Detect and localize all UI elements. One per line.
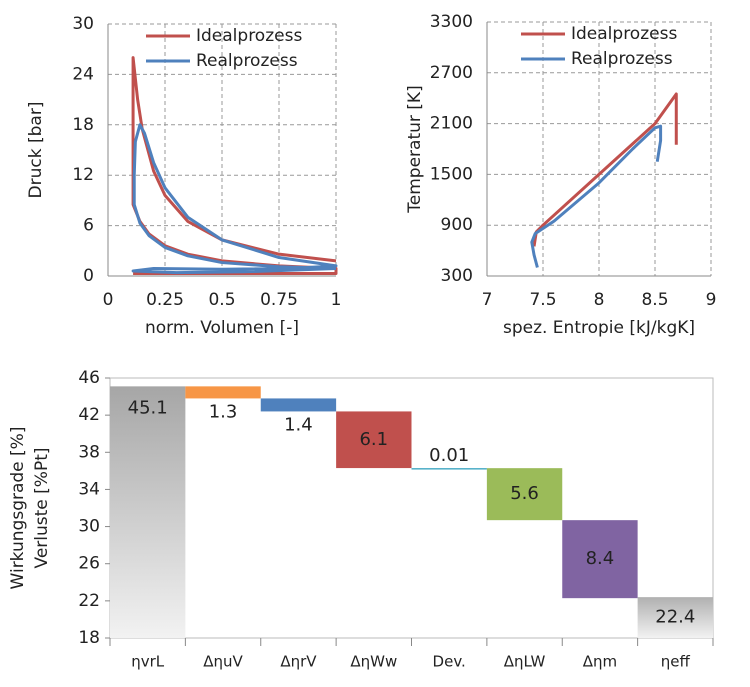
- x-tick-label: 0.25: [146, 290, 184, 310]
- y-tick-label: 300: [441, 266, 473, 286]
- value-label: 22.4: [655, 607, 695, 628]
- bar: [110, 386, 186, 638]
- x-axis-label: norm. Volumen [-]: [145, 318, 299, 338]
- y-axis-label: Druck [bar]: [26, 102, 46, 199]
- bar: [185, 386, 261, 399]
- y-tick-label: 30: [78, 517, 100, 537]
- y-tick-label: 12: [72, 165, 94, 185]
- x-tick-label: 0.75: [260, 290, 298, 310]
- legend-label: Idealprozess: [196, 26, 302, 46]
- x-tick-label: Dev.: [433, 653, 466, 671]
- x-tick-label: 8: [594, 290, 605, 310]
- line: [131, 123, 338, 275]
- y-tick-label: 0: [83, 266, 94, 286]
- y-tick-label: 22: [78, 591, 100, 611]
- y-tick-label: 3300: [430, 12, 473, 32]
- value-label: 45.1: [128, 397, 168, 418]
- bar: [411, 468, 487, 470]
- value-label: 1.4: [284, 414, 313, 435]
- value-label: 1.3: [209, 401, 238, 422]
- y-axis-label: Temperatur [K]: [405, 85, 425, 213]
- y-tick-label: 2100: [430, 114, 473, 134]
- y-tick-label: 1500: [430, 164, 473, 184]
- y-tick-label: 34: [78, 479, 100, 499]
- y-tick-label: 24: [72, 64, 94, 84]
- x-tick-label: ηeff: [661, 653, 691, 671]
- line: [131, 56, 338, 275]
- x-tick-label: 1: [331, 290, 342, 310]
- legend-label: Idealprozess: [571, 24, 677, 44]
- bar: [562, 520, 638, 599]
- bar: [637, 597, 713, 638]
- y-axis-label: Wirkungsgrade [%]: [8, 427, 28, 590]
- value-label: 8.4: [586, 548, 615, 569]
- bar: [260, 398, 337, 412]
- x-axis-label: spez. Entropie [kJ/kgK]: [503, 318, 695, 338]
- x-tick-label: ΔηrV: [280, 653, 317, 671]
- bar: [486, 468, 563, 521]
- value-label: 0.01: [429, 445, 469, 466]
- x-tick-label: 0: [103, 290, 114, 310]
- x-tick-label: 7: [482, 290, 493, 310]
- x-tick-label: ΔηWw: [350, 653, 397, 671]
- legend-label: Realprozess: [571, 49, 673, 69]
- x-tick-label: ΔηuV: [203, 653, 243, 671]
- legend-label: Realprozess: [196, 51, 298, 71]
- x-tick-label: ηvrL: [131, 653, 165, 671]
- x-tick-label: Δηm: [583, 653, 617, 671]
- y-tick-label: 900: [441, 215, 473, 235]
- x-tick-label: 8.5: [641, 290, 668, 310]
- y-tick-label: 2700: [430, 63, 473, 83]
- y-tick-label: 18: [72, 115, 94, 135]
- value-label: 5.6: [510, 483, 539, 504]
- bar: [336, 411, 412, 469]
- y-tick-label: 26: [78, 554, 100, 574]
- y-tick-label: 6: [83, 216, 94, 236]
- y-axis-label: Verluste [%Pt]: [32, 448, 52, 569]
- x-tick-label: 0.5: [208, 290, 235, 310]
- y-tick-label: 18: [78, 628, 100, 648]
- y-tick-label: 38: [78, 442, 100, 462]
- line: [530, 124, 663, 268]
- x-tick-label: ΔηLW: [504, 653, 546, 671]
- y-tick-label: 46: [78, 368, 100, 388]
- x-tick-label: 9: [706, 290, 717, 310]
- value-label: 6.1: [359, 429, 388, 450]
- x-tick-label: 7.5: [529, 290, 556, 310]
- y-tick-label: 42: [78, 405, 100, 425]
- y-tick-label: 30: [72, 14, 94, 34]
